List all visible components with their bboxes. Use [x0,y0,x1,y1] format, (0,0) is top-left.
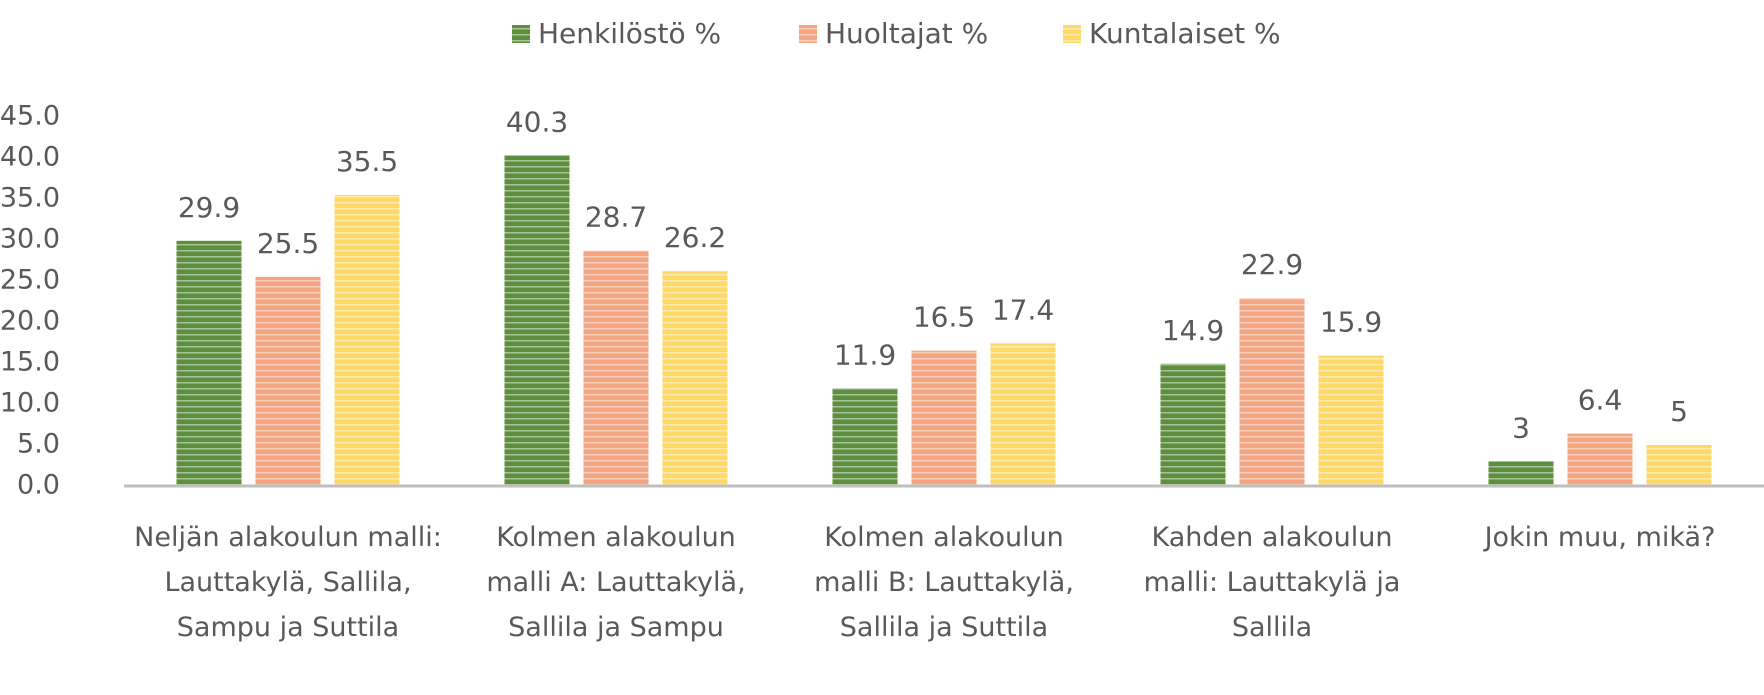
y-tick-label: 5.0 [17,429,60,460]
bar [255,276,321,486]
data-label: 25.5 [257,227,319,260]
data-label: 14.9 [1162,314,1224,347]
data-label: 26.2 [664,221,726,254]
x-tick-label: Neljän alakoulun malli: Lauttakylä, Sall… [134,522,442,643]
y-tick-label: 40.0 [0,142,60,173]
y-tick-label: 20.0 [0,306,60,337]
data-label: 6.4 [1578,384,1623,417]
bar [1646,445,1712,486]
y-tick-label: 15.0 [0,347,60,378]
data-label: 11.9 [834,338,896,371]
legend-swatch [1063,25,1081,43]
bar [583,250,649,486]
data-label: 28.7 [585,201,647,234]
y-tick-label: 0.0 [17,470,60,501]
x-tick-label: Jokin muu, mikä? [1484,522,1716,553]
data-label: 17.4 [992,293,1054,326]
data-label: 3 [1512,411,1530,444]
bar [1488,461,1554,486]
y-tick-label: 45.0 [0,101,60,132]
bar [176,240,242,486]
data-label: 40.3 [506,106,568,139]
bar [1160,363,1226,486]
legend-swatch [799,25,817,43]
bar [990,343,1056,486]
bar [1239,298,1305,486]
y-tick-label: 30.0 [0,224,60,255]
y-tick-label: 25.0 [0,265,60,296]
x-tick-label: Kolmen alakoulun malli A: Lauttakylä, Sa… [486,522,746,643]
data-label: 15.9 [1320,306,1382,339]
bar [911,350,977,486]
bar [662,271,728,486]
data-label: 5 [1670,395,1688,428]
y-tick-label: 10.0 [0,388,60,419]
bar [832,388,898,486]
data-label: 29.9 [178,191,240,224]
data-label: 35.5 [336,145,398,178]
bar [504,155,570,487]
legend-label: Kuntalaiset % [1089,17,1281,50]
data-label: 22.9 [1241,248,1303,281]
legend-label: Henkilöstö % [538,17,721,50]
bar [334,194,400,486]
legend-swatch [512,25,530,43]
x-tick-label: Kahden alakoulun malli: Lauttakylä ja Sa… [1143,522,1401,643]
data-label: 16.5 [913,301,975,334]
x-tick-label: Kolmen alakoulun malli B: Lauttakylä, Sa… [814,522,1074,643]
legend-label: Huoltajat % [825,17,988,50]
bar [1567,433,1633,486]
y-tick-label: 35.0 [0,183,60,214]
bar [1318,355,1384,486]
